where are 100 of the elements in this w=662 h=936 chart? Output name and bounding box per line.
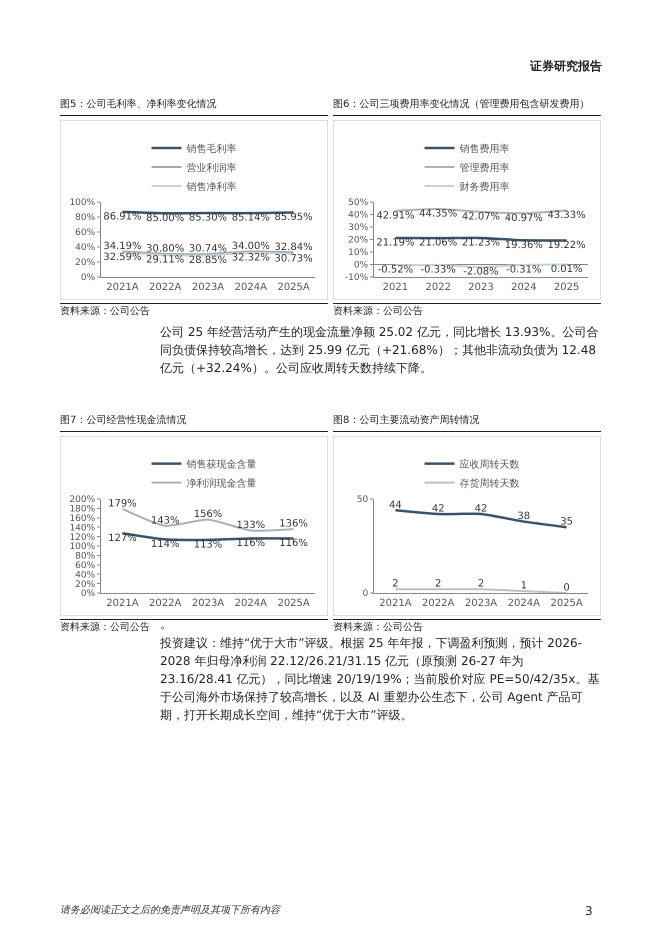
legend-label: 销售毛利率 — [186, 142, 236, 155]
x-tick-label: 2024A — [234, 598, 268, 609]
data-label: 85.95% — [274, 212, 313, 224]
y-tick-label: 20% — [75, 258, 96, 268]
data-label: 113% — [194, 539, 222, 550]
legend-label: 管理费用率 — [460, 162, 510, 174]
data-label: 43.33% — [548, 210, 586, 221]
data-label: 0.01% — [550, 264, 582, 275]
x-tick-label: 2025 — [554, 282, 580, 293]
legend-label: 销售净利率 — [186, 180, 236, 193]
y-tick-label: 0 — [362, 589, 368, 600]
legend-label: 销售获现金含量 — [186, 458, 256, 471]
x-tick-label: 2022 — [425, 282, 451, 293]
data-label: 85.14% — [232, 212, 270, 224]
x-tick-label: 2024A — [508, 598, 540, 609]
data-label: 28.85% — [188, 254, 228, 266]
y-tick-label: 60% — [75, 560, 96, 571]
x-tick-label: 2025A — [277, 282, 310, 293]
data-label: 29.11% — [146, 254, 184, 266]
x-tick-label: 2021A — [106, 598, 139, 609]
text: 资料来源：公司公告 — [333, 619, 601, 634]
data-label: -2.08% — [463, 266, 499, 278]
legend-label: 营业利润率 — [186, 162, 236, 174]
data-label: 40.97% — [504, 212, 543, 224]
data-label: 30.74% — [188, 243, 228, 254]
y-tick-label: 20% — [348, 236, 369, 246]
data-label: 179% — [108, 498, 137, 510]
text: 资料来源：公司公告 — [60, 303, 328, 318]
x-tick-label: 2021A — [379, 598, 412, 609]
y-tick-label: 50 — [356, 495, 368, 506]
data-label: 34.00% — [232, 241, 270, 252]
data-label: 114% — [150, 538, 180, 550]
data-label: 2 — [435, 578, 442, 590]
y-tick-label: 140% — [69, 523, 96, 534]
data-label: 2 — [392, 578, 399, 590]
data-label: 143% — [150, 515, 180, 526]
chart-title: 图6：公司三项费用率变化情况（管理费用包含研发费用） — [333, 97, 601, 116]
legend-label: 净利润现金含量 — [186, 478, 256, 490]
y-tick-label: 200% — [69, 495, 96, 506]
text: 。 — [160, 617, 172, 631]
chart-title: 图7：公司经营性现金流情况 — [60, 413, 328, 432]
text: 公司 25 年经营活动产生的现金流量净额 25.02 亿元，同比增长 13.93%。公司合同负债保持较高增长，达到 25.99 亿元（+21.68%）；其他非流动负债为 12.48 亿元（+32.24%）。公司应收周转天数持续下降。 — [160, 324, 600, 377]
y-tick-label: 0% — [80, 589, 96, 600]
x-tick-label: 2021A — [106, 282, 139, 293]
data-label: 116% — [279, 538, 308, 549]
legend-label: 销售费用率 — [458, 142, 510, 155]
y-tick-label: 100% — [69, 198, 96, 208]
y-tick-label: 40% — [75, 570, 96, 580]
text: 请务必阅读正文之后的免责声明及其项下所有内容 — [60, 904, 282, 918]
x-tick-label: 2022A — [422, 598, 454, 609]
data-label: 44 — [389, 500, 402, 511]
data-label: 127% — [108, 532, 137, 544]
y-tick-label: 20% — [75, 580, 96, 590]
data-label: 0 — [563, 582, 570, 594]
data-label: 44.35% — [419, 208, 458, 220]
chart-title: 图5：公司毛利率、净利率变化情况 — [60, 97, 328, 116]
text: 资料来源：公司公告 — [333, 303, 601, 318]
data-label: 32.32% — [232, 252, 270, 264]
x-tick-label: 2024 — [511, 282, 537, 293]
y-tick-label: 160% — [69, 514, 96, 524]
data-label: 38 — [517, 511, 530, 522]
x-tick-label: 2023A — [464, 598, 498, 609]
data-label: 32.84% — [274, 242, 313, 253]
data-label: 19.36% — [504, 240, 543, 251]
x-tick-label: 2023A — [192, 598, 224, 609]
y-tick-label: 80% — [75, 213, 96, 224]
y-tick-label: 120% — [69, 532, 96, 543]
data-label: 32.59% — [103, 252, 142, 264]
data-label: -0.33% — [420, 264, 456, 276]
text: 证券研究报告 — [530, 58, 603, 75]
data-label: -0.31% — [506, 264, 542, 276]
data-label: 86.91% — [103, 211, 142, 222]
y-tick-label: 40% — [348, 210, 369, 221]
x-tick-label: 2022A — [149, 598, 182, 609]
text: 投资建议：维持“优于大市”评级。根据 25 年年报，下调盈利预测，预计 2026-2028 年归母净利润 22.12/26.21/31.15 亿元（原预测 26-27 年为 23.16/28.41 亿元），同比增速 20/19/19%；当前股价对应 PE=50/42/35x。基于公司海外市场保持了较高增长，以及 AI 重塑办公生态下，公司 Agent 产品可期，打开长期成长空间，维持“优于大市”评级。 — [160, 635, 600, 724]
data-label: 133% — [236, 520, 266, 531]
y-tick-label: 0% — [80, 273, 96, 284]
legend-label: 财务费用率 — [460, 180, 510, 193]
data-label: -0.52% — [378, 264, 414, 276]
y-tick-label: 50% — [348, 198, 369, 208]
data-label: 42.07% — [462, 211, 500, 222]
data-label: 85.30% — [188, 212, 228, 224]
legend-label: 应收周转天数 — [460, 458, 520, 471]
data-label: 35 — [560, 516, 573, 528]
x-tick-label: 2025A — [550, 598, 583, 609]
data-label: 21.06% — [419, 238, 458, 249]
data-label: 30.80% — [146, 243, 184, 254]
data-label: 116% — [236, 538, 266, 549]
y-tick-label: -10% — [344, 273, 369, 284]
data-label: 156% — [194, 509, 222, 520]
data-label: 136% — [279, 518, 308, 530]
data-label: 42 — [474, 504, 488, 515]
text: 3 — [585, 903, 594, 920]
data-label: 85.00% — [146, 212, 184, 224]
x-tick-label: 2022A — [149, 282, 182, 293]
data-label: 34.19% — [103, 240, 142, 252]
data-label: 2 — [478, 578, 484, 590]
x-tick-label: 2023 — [468, 282, 494, 293]
y-tick-label: 10% — [348, 248, 369, 258]
x-tick-label: 2021 — [382, 282, 408, 293]
